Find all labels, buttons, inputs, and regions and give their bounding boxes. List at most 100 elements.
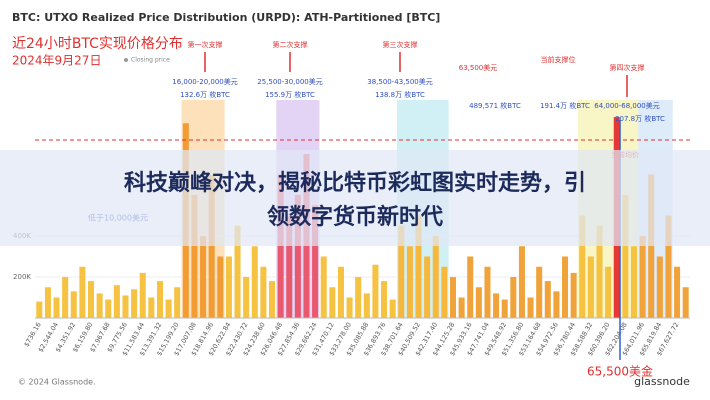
subtitle: 2024年9月27日 <box>12 54 101 68</box>
bar <box>484 266 491 318</box>
bar <box>62 277 69 318</box>
legend-label: Closing price <box>131 57 170 64</box>
bar <box>648 174 655 318</box>
bar <box>234 225 241 318</box>
bar <box>139 272 146 318</box>
annotation: glassnode <box>634 375 690 388</box>
bar <box>622 195 629 318</box>
bar <box>544 281 551 318</box>
bar <box>251 246 258 318</box>
bar <box>243 277 250 318</box>
bar <box>381 281 388 318</box>
bar <box>312 205 319 318</box>
bar <box>148 297 155 318</box>
annotation: 第三次支撑 <box>383 40 418 49</box>
bar <box>105 299 112 318</box>
bar <box>493 293 500 318</box>
bar <box>268 281 276 318</box>
bar <box>363 293 370 318</box>
annotation: 132.6万 枚BTC <box>180 90 230 99</box>
bar <box>96 293 103 318</box>
chart-title: BTC: UTXO Realized Price Distribution (U… <box>12 11 440 24</box>
bar <box>432 236 439 318</box>
bar <box>191 195 198 318</box>
bar <box>372 264 379 318</box>
bar <box>510 277 517 318</box>
bar <box>131 289 138 318</box>
bar <box>579 215 586 318</box>
bar <box>70 291 77 318</box>
bar <box>536 266 543 318</box>
bar <box>605 266 612 318</box>
bar <box>36 301 43 318</box>
annotation: 65,500美金 <box>587 364 653 379</box>
bar <box>225 256 232 318</box>
banner-title: 科技巅峰对决，揭秘比特币彩虹图实时走势，引 <box>124 170 586 196</box>
bar <box>346 297 353 318</box>
bar <box>674 266 681 318</box>
bar <box>518 246 525 318</box>
annotation: 207.8万 枚BTC <box>615 114 665 123</box>
subtitle: 近24小时BTC实现价格分布 <box>12 36 183 52</box>
annotation: 38,500-43,500美元 <box>367 77 433 86</box>
bar <box>389 299 396 318</box>
bar <box>682 287 689 318</box>
annotation: 64,000-68,000美元 <box>594 101 660 110</box>
bar <box>449 277 457 318</box>
bar <box>113 285 120 318</box>
banner-background <box>0 150 710 246</box>
y-tick-label: 200K <box>13 273 31 281</box>
bar <box>570 272 577 318</box>
bar <box>587 256 594 318</box>
annotation: 第二次支撑 <box>273 40 308 49</box>
bar <box>501 299 508 318</box>
bar <box>458 297 465 318</box>
annotation: 63,500美元 <box>459 63 498 72</box>
bar <box>596 225 603 318</box>
bar <box>398 225 405 318</box>
bar <box>217 256 224 318</box>
bar <box>527 297 534 318</box>
annotation: 当前支撑位 <box>541 55 576 64</box>
bar <box>277 174 284 318</box>
plot: 200K400K$736.16$2,544.04$4,351.92$6,159.… <box>13 117 690 360</box>
bar <box>475 287 482 318</box>
bar <box>174 287 181 318</box>
annotation: 489,571 枚BTC <box>469 101 521 110</box>
bar <box>156 281 163 318</box>
bar <box>79 266 86 318</box>
banner-title: 领数字货币新时代 <box>267 204 443 230</box>
bar <box>329 287 336 318</box>
bar <box>562 256 569 318</box>
annotation: 第一次支撑 <box>188 40 223 49</box>
bar <box>165 299 172 318</box>
bar <box>406 246 413 318</box>
bar <box>337 266 344 318</box>
bar <box>441 266 448 318</box>
bar <box>260 266 267 318</box>
bar <box>200 236 207 318</box>
annotation: 25,500-30,000美元 <box>257 77 323 86</box>
bar <box>53 297 60 318</box>
annotation: 191.4万 枚BTC <box>540 101 590 110</box>
bar <box>415 215 422 318</box>
annotation: 第四次支撑 <box>610 63 645 72</box>
bar <box>467 256 474 318</box>
bar <box>122 295 129 318</box>
bar <box>424 256 431 318</box>
legend-marker <box>124 58 128 62</box>
bar <box>553 291 560 318</box>
annotation: © 2024 Glassnode. <box>18 378 96 387</box>
bar <box>286 215 293 318</box>
bar <box>88 281 95 318</box>
bar <box>320 256 327 318</box>
bar <box>208 174 215 318</box>
bar <box>355 277 362 318</box>
annotation: 138.8万 枚BTC <box>375 90 425 99</box>
annotation: 155.9万 枚BTC <box>265 90 315 99</box>
bar <box>639 236 646 318</box>
bar <box>656 256 663 318</box>
bar <box>630 246 637 318</box>
bar <box>665 215 672 318</box>
